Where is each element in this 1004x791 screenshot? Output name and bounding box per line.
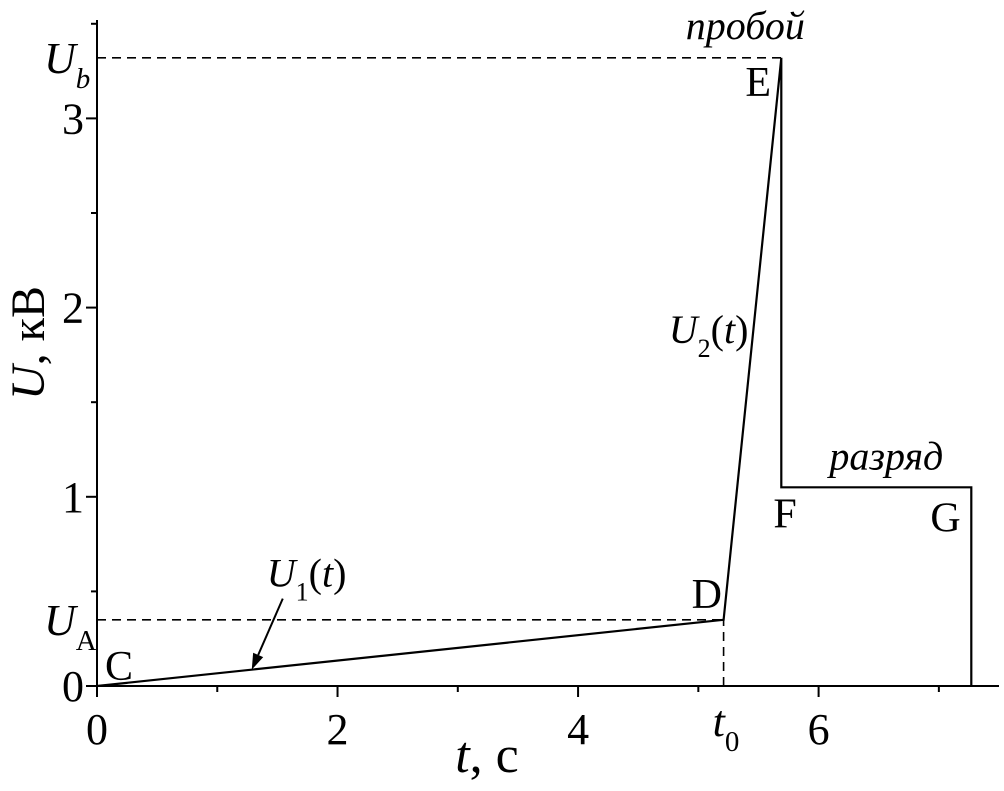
point-label-d: D xyxy=(692,572,722,618)
horizontal-reference-label-part: A xyxy=(76,625,97,657)
y-axis-title: U, кВ xyxy=(2,286,55,400)
curve-label-part: ( xyxy=(309,551,322,596)
x-tick-label: 0 xyxy=(86,705,108,754)
point-label-f: F xyxy=(773,491,796,537)
x-tick-label: 4 xyxy=(567,705,589,754)
vertical-reference-label-part: 0 xyxy=(725,726,740,758)
curve-label-part: 2 xyxy=(698,334,711,363)
horizontal-reference-label: Ub xyxy=(44,34,90,95)
curve-label-part: ) xyxy=(735,307,748,352)
point-label-g: G xyxy=(930,495,960,541)
y-tick-label: 0 xyxy=(62,662,84,711)
voltage-curve xyxy=(96,57,973,688)
x-tick-label: 6 xyxy=(808,705,830,754)
y-axis-title-part: кВ xyxy=(2,286,55,341)
arrow-head-icon xyxy=(251,652,264,670)
curve-label-part: ( xyxy=(711,307,724,352)
y-axis-title-part: U xyxy=(2,362,55,400)
y-tick-label: 1 xyxy=(62,473,84,522)
curve-label-arrow xyxy=(257,598,284,656)
curve-label-part: U xyxy=(267,551,299,596)
horizontal-reference-label: UA xyxy=(44,596,97,657)
x-axis-title-part: , xyxy=(470,727,496,784)
phase-label: разряд xyxy=(826,433,943,478)
x-axis-title-part: t xyxy=(455,727,471,784)
vertical-reference-label-part: t xyxy=(713,697,727,746)
x-axis-title-part: с xyxy=(496,727,519,784)
curve-label: U2(t) xyxy=(669,307,749,363)
point-label-c: C xyxy=(105,644,133,690)
horizontal-reference-label-part: b xyxy=(76,63,91,95)
y-axis-title-part: , xyxy=(2,341,55,365)
x-axis-title: t, с xyxy=(455,727,519,784)
horizontal-reference-label-part: U xyxy=(44,34,79,83)
y-tick-label: 3 xyxy=(62,94,84,143)
curve-label: U1(t) xyxy=(267,551,347,607)
curve-label-part: ) xyxy=(333,551,346,596)
curve-label-part: t xyxy=(322,551,334,596)
curve-label-part: t xyxy=(724,307,736,352)
horizontal-reference-label-part: U xyxy=(44,596,79,645)
y-tick-label: 2 xyxy=(62,284,84,333)
vertical-reference-label: t0 xyxy=(713,697,740,758)
curve-label-part: U xyxy=(669,307,701,352)
point-label-e: E xyxy=(745,60,771,106)
x-tick-label: 2 xyxy=(327,705,349,754)
phase-label: пробой xyxy=(686,3,805,48)
curve-label-part: 1 xyxy=(296,578,309,607)
